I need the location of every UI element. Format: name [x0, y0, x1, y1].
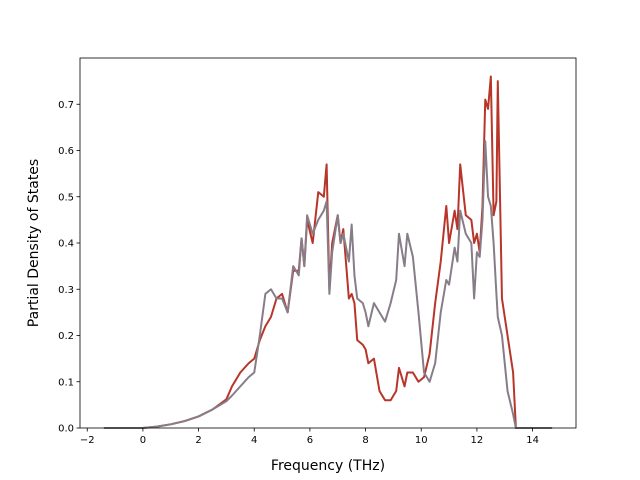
y-tick-label: 0.6 [58, 146, 74, 157]
y-tick-label: 0.1 [58, 377, 74, 388]
y-tick-label: 0.3 [58, 285, 74, 296]
y-tick-label: 0.4 [58, 239, 74, 250]
y-tick-label: 0.0 [58, 424, 74, 435]
x-tick-label: 4 [251, 435, 257, 446]
x-tick-label: 12 [471, 435, 484, 446]
y-axis-label: Partial Density of States [26, 159, 42, 327]
y-tick-label: 0.7 [58, 100, 74, 111]
data-line [103, 75, 553, 429]
x-tick-label: −2 [80, 435, 95, 446]
y-tick-label: 0.5 [58, 192, 74, 203]
x-tick-label: 6 [307, 435, 313, 446]
data-line [103, 140, 553, 429]
x-tick-label: 10 [415, 435, 428, 446]
y-tick-label: 0.2 [58, 331, 74, 342]
x-tick-label: 14 [526, 435, 539, 446]
x-tick-label: 8 [362, 435, 368, 446]
x-tick-label: 0 [140, 435, 146, 446]
x-tick-label: 2 [195, 435, 201, 446]
x-axis-label: Frequency (THz) [271, 458, 385, 474]
